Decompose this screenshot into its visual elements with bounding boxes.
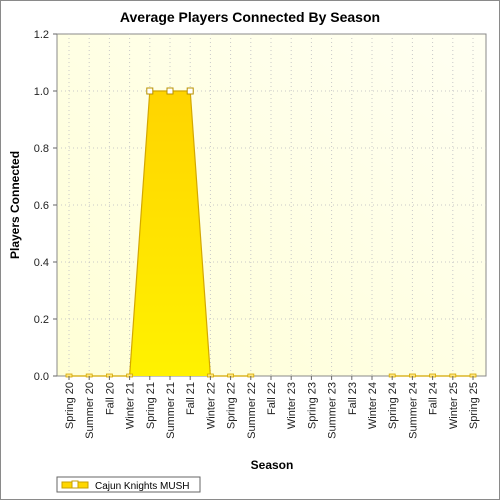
x-tick-label: Summer 22 xyxy=(246,382,258,439)
x-tick-label: Spring 25 xyxy=(468,382,480,429)
x-tick-label: Spring 21 xyxy=(145,382,157,429)
series-marker xyxy=(166,87,174,95)
y-tick-label: 0.6 xyxy=(34,200,49,212)
x-tick-label: Fall 23 xyxy=(347,382,359,415)
x-tick-label: Fall 21 xyxy=(185,382,197,415)
x-tick-label: Summer 20 xyxy=(84,382,96,439)
series-area-fill xyxy=(69,91,251,376)
y-tick-label: 0.8 xyxy=(34,143,49,155)
series-line xyxy=(69,90,251,377)
y-tick-label: 0.2 xyxy=(34,314,49,326)
y-tick-label: 0.0 xyxy=(34,371,49,383)
legend-box xyxy=(56,476,201,493)
x-tick-label: Spring 20 xyxy=(64,382,76,429)
x-tick-label: Summer 21 xyxy=(165,382,177,439)
chart-title: Average Players Connected By Season xyxy=(120,9,380,25)
x-tick-label: Spring 22 xyxy=(226,382,238,429)
x-tick-label: Fall 20 xyxy=(104,382,116,415)
y-tick-label: 0.4 xyxy=(34,257,49,269)
legend: Cajun Knights MUSH xyxy=(56,476,201,493)
x-tick-label: Spring 24 xyxy=(387,382,399,429)
x-tick-label: Winter 24 xyxy=(367,382,379,429)
series-marker xyxy=(146,87,154,95)
y-tick-label: 1.0 xyxy=(34,86,49,98)
x-tick-label: Winter 21 xyxy=(125,382,137,429)
x-tick-label: Spring 23 xyxy=(306,382,318,429)
x-tick-label: Winter 25 xyxy=(448,382,460,429)
y-tick-label: 1.2 xyxy=(34,29,49,41)
x-tick-label: Summer 23 xyxy=(327,382,339,439)
x-axis-label: Season xyxy=(251,458,294,472)
x-tick-label: Winter 22 xyxy=(205,382,217,429)
series-marker xyxy=(186,87,194,95)
y-axis-label: Players Connected xyxy=(8,151,22,259)
x-tick-label: Summer 24 xyxy=(407,382,419,439)
x-tick-label: Winter 23 xyxy=(286,382,298,429)
y-axis-ticks: 0.0 0.2 0.4 0.6 0.8 1.0 1.2 xyxy=(34,29,57,383)
legend-marker-icon xyxy=(71,480,79,489)
x-tick-label: Fall 24 xyxy=(428,382,440,415)
legend-series-name: Cajun Knights MUSH xyxy=(95,481,189,492)
x-tick-label: Fall 22 xyxy=(266,382,278,415)
x-axis-ticks: Spring 20 Summer 20 Fall 20 Winter 21 Spring… xyxy=(64,376,480,439)
